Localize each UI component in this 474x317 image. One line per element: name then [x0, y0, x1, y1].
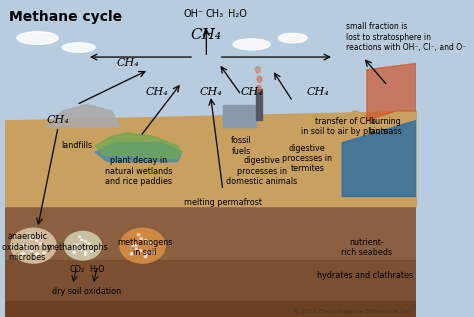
Circle shape — [43, 252, 46, 254]
Circle shape — [139, 250, 142, 252]
Text: OH⁻: OH⁻ — [184, 9, 204, 19]
Ellipse shape — [256, 86, 261, 92]
Circle shape — [140, 238, 143, 240]
Circle shape — [11, 228, 56, 263]
Circle shape — [85, 252, 87, 254]
Text: hydrates and clathrates: hydrates and clathrates — [317, 271, 413, 280]
Circle shape — [28, 234, 31, 236]
Circle shape — [76, 248, 79, 249]
Text: anaerobic
oxidation by
microbes: anaerobic oxidation by microbes — [2, 232, 52, 262]
Circle shape — [145, 240, 147, 242]
Circle shape — [81, 239, 83, 241]
Circle shape — [36, 253, 38, 255]
Circle shape — [79, 236, 81, 237]
Circle shape — [35, 256, 38, 258]
Text: CO₂: CO₂ — [69, 265, 84, 274]
Polygon shape — [46, 105, 120, 127]
Text: small fraction is
lost to stratosphere in
reactions with OH⁻, Cl⁻, and O⁻: small fraction is lost to stratosphere i… — [346, 22, 466, 52]
Text: digestive
processes in
termites: digestive processes in termites — [282, 144, 332, 173]
Bar — [256, 89, 262, 120]
Bar — [5, 260, 416, 317]
Circle shape — [88, 243, 90, 244]
Circle shape — [22, 252, 25, 255]
Polygon shape — [367, 63, 416, 120]
Circle shape — [39, 242, 42, 244]
Circle shape — [31, 238, 33, 240]
Text: CH₄: CH₄ — [146, 87, 168, 97]
Polygon shape — [95, 133, 182, 158]
Circle shape — [135, 244, 137, 246]
Circle shape — [84, 251, 87, 253]
Text: landfills: landfills — [61, 141, 92, 150]
Text: CH₄: CH₄ — [199, 87, 222, 97]
Text: methanogens
in soil: methanogens in soil — [117, 237, 172, 257]
Ellipse shape — [255, 67, 260, 73]
Circle shape — [148, 242, 151, 244]
Circle shape — [132, 244, 134, 246]
Circle shape — [74, 244, 76, 246]
Text: CH₄: CH₄ — [240, 87, 263, 97]
Circle shape — [145, 253, 147, 256]
Circle shape — [84, 241, 87, 243]
Circle shape — [26, 248, 28, 250]
Text: CH₄: CH₄ — [191, 28, 222, 42]
Text: melting permafrost: melting permafrost — [184, 198, 262, 207]
Bar — [5, 301, 416, 317]
Circle shape — [135, 248, 137, 250]
Circle shape — [120, 228, 165, 263]
Circle shape — [36, 253, 38, 256]
Circle shape — [145, 253, 147, 255]
Circle shape — [21, 253, 24, 255]
Bar — [5, 206, 416, 317]
Circle shape — [73, 252, 75, 253]
Bar — [223, 105, 256, 127]
Circle shape — [130, 253, 133, 255]
Circle shape — [131, 252, 134, 255]
Text: burning
biomass: burning biomass — [369, 117, 402, 137]
Text: © 2012 Encyclopædia Britannica, Inc.: © 2012 Encyclopædia Britannica, Inc. — [293, 308, 412, 314]
Ellipse shape — [233, 39, 270, 50]
Text: plant decay in
natural wetlands
and rice paddies: plant decay in natural wetlands and rice… — [105, 156, 172, 186]
Text: H₂O: H₂O — [228, 9, 246, 19]
Circle shape — [91, 250, 92, 252]
Text: CH₄: CH₄ — [306, 87, 329, 97]
Circle shape — [84, 254, 86, 256]
Circle shape — [23, 244, 25, 246]
Circle shape — [73, 251, 76, 253]
Text: dry soil oxidation: dry soil oxidation — [53, 287, 121, 296]
Ellipse shape — [278, 33, 307, 43]
Circle shape — [64, 231, 101, 260]
Text: CH₃: CH₃ — [206, 9, 224, 19]
Circle shape — [77, 244, 79, 246]
Text: digestive
processes in
domestic animals: digestive processes in domestic animals — [226, 156, 298, 186]
Text: methanotrophs: methanotrophs — [46, 243, 108, 252]
Ellipse shape — [257, 76, 262, 82]
Circle shape — [26, 244, 28, 246]
Polygon shape — [95, 143, 182, 162]
Text: nutrient-
rich seabeds: nutrient- rich seabeds — [341, 237, 392, 257]
Circle shape — [35, 240, 38, 242]
Circle shape — [30, 250, 33, 252]
Text: fossil
fuels: fossil fuels — [231, 136, 252, 156]
Circle shape — [137, 234, 140, 236]
Circle shape — [80, 249, 82, 251]
Ellipse shape — [62, 43, 95, 52]
Text: CH₄: CH₄ — [117, 58, 139, 68]
Polygon shape — [342, 120, 416, 197]
Text: CH₄: CH₄ — [47, 115, 70, 126]
Circle shape — [144, 256, 147, 258]
Ellipse shape — [17, 32, 58, 44]
Circle shape — [152, 252, 155, 254]
Polygon shape — [367, 63, 416, 120]
Text: transfer of CH₄
in soil to air by plants: transfer of CH₄ in soil to air by plants — [301, 117, 388, 137]
Polygon shape — [5, 111, 416, 317]
Bar — [5, 0, 416, 143]
Text: H₂O: H₂O — [90, 265, 105, 274]
Text: Methane cycle: Methane cycle — [9, 10, 122, 23]
